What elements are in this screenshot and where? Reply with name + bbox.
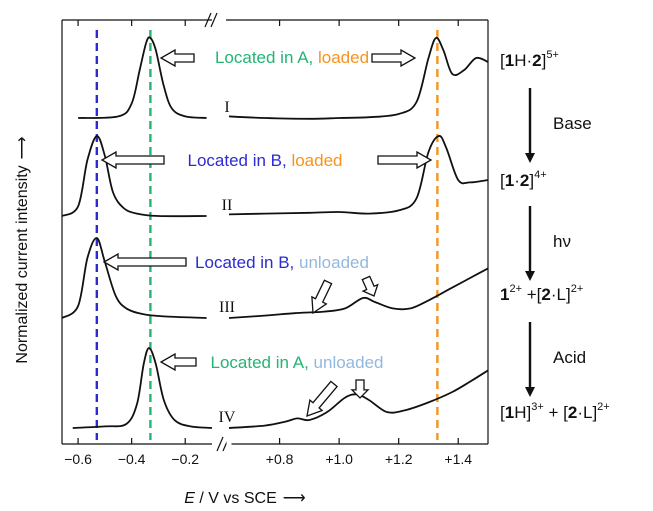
species-label-2: [1·2]4+​ [500, 169, 547, 190]
curve-label-ii: II [222, 197, 233, 214]
x-tick-label: +0.8 [266, 451, 294, 467]
annotation-label-2: Located in B, loaded [187, 151, 342, 170]
step-label-1: Base [553, 114, 592, 133]
annotation-label-3: Located in B, unloaded [195, 253, 369, 272]
axis-break-mark [216, 436, 224, 452]
y-axis-label: Normalized current intensity⟶ [14, 136, 31, 363]
x-tick-label: +1.4 [444, 451, 472, 467]
curve-label-iii: III [219, 299, 235, 316]
hollow-arrow-4 [159, 352, 197, 372]
x-tick-label: +1.0 [325, 451, 353, 467]
hollow-arrow-4 [350, 379, 370, 399]
hollow-arrow-3 [311, 279, 333, 315]
curve-iii-right [228, 267, 489, 319]
hollow-arrow-2 [377, 150, 433, 170]
species-label-4: [1H]3+​ + [2·L]2+​ [500, 401, 610, 422]
curve-i-right [228, 36, 489, 120]
x-tick-label: +1.2 [385, 451, 413, 467]
step-label-2: hν [553, 232, 571, 251]
x-tick-label: −0.2 [171, 451, 199, 467]
x-tick-label: −0.4 [118, 451, 146, 467]
x-axis-label: E / V vs SCE ⟶ [184, 490, 305, 507]
species-label-1: [1H·2]5+​ [500, 49, 559, 70]
curve-ii-right [228, 135, 489, 216]
curve-label-iv: IV [219, 409, 236, 426]
hollow-arrow-1 [371, 48, 417, 68]
species-label-3: 12+​ +[2·L]2+​ [500, 283, 583, 304]
annotation-label-1: Located in A, loaded [215, 48, 369, 67]
curve-iv-right [228, 369, 489, 429]
curve-i-left [78, 36, 207, 119]
hollow-arrow-2 [100, 150, 165, 170]
x-tick-label: −0.6 [64, 451, 92, 467]
hollow-arrow-1 [159, 48, 195, 68]
axis-break-mark [210, 12, 218, 28]
curve-label-i: I [224, 99, 229, 116]
curve-ii-left [61, 135, 207, 218]
step-label-3: Acid [553, 348, 586, 367]
hollow-arrow-4 [306, 380, 339, 417]
hollow-arrow-3 [102, 252, 187, 272]
annotation-label-4: Located in A, unloaded [211, 353, 384, 372]
curve-iii-left [61, 237, 207, 319]
y-axis-arrow: ⟶ [14, 136, 31, 159]
curve-iv-left [72, 347, 213, 429]
hollow-arrow-3 [361, 275, 379, 297]
x-axis-arrow: ⟶ [283, 490, 306, 507]
axis-break-mark [204, 12, 212, 28]
